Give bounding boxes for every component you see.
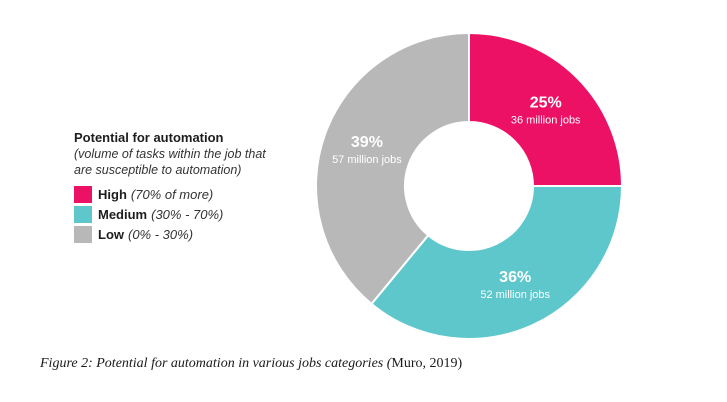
donut-slice-medium xyxy=(370,185,624,340)
donut-slice-high xyxy=(468,31,624,187)
legend-label-high: High xyxy=(98,186,127,202)
legend-range-medium: (30% - 70%) xyxy=(151,206,224,222)
legend-range-low: (0% - 30%) xyxy=(128,226,194,242)
caption-source: Muro, 2019) xyxy=(391,356,463,371)
legend-entry-low: Low (0% - 30%) xyxy=(74,224,266,244)
slice-percent-label-high: 25% xyxy=(530,94,562,111)
legend-entry-high: High (70% of more) xyxy=(74,184,266,204)
figure-caption: Figure 2: Potential for automation in va… xyxy=(40,356,462,372)
legend-subtitle-line-2: are susceptible to automation) xyxy=(74,163,242,177)
legend-subtitle: (volume of tasks within the job that are… xyxy=(74,146,266,178)
legend-label-low: Low xyxy=(98,226,124,242)
legend-title: Potential for automation xyxy=(74,130,224,145)
chart-legend: Potential for automation (volume of task… xyxy=(74,129,266,244)
slice-jobs-label-medium: 52 million jobs xyxy=(480,289,550,301)
donut-slice-low xyxy=(315,31,470,306)
legend-swatch-low xyxy=(74,225,92,243)
legend-entry-medium: Medium (30% - 70%) xyxy=(74,204,266,224)
slice-percent-label-low: 39% xyxy=(351,134,383,151)
slice-jobs-label-high: 36 million jobs xyxy=(511,114,581,126)
legend-swatch-high xyxy=(74,185,92,203)
legend-range-high: (70% of more) xyxy=(130,186,214,202)
legend-label-medium: Medium xyxy=(98,206,148,222)
caption-text: Figure 2: Potential for automation in va… xyxy=(40,356,392,371)
legend-subtitle-line-1: (volume of tasks within the job that xyxy=(74,147,266,161)
legend-swatch-medium xyxy=(74,205,92,223)
slice-jobs-label-low: 57 million jobs xyxy=(332,154,402,166)
slice-percent-label-medium: 36% xyxy=(499,269,531,286)
